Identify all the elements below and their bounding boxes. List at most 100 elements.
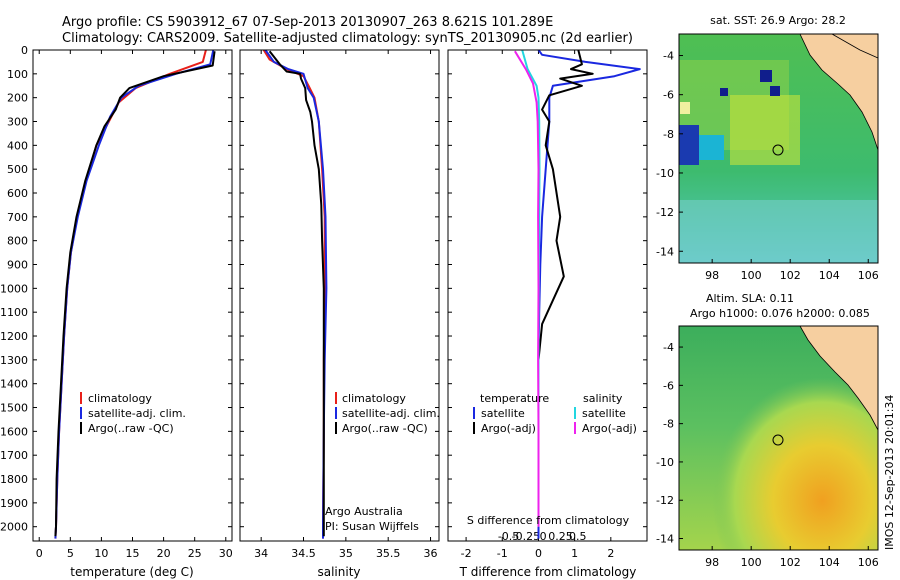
sst-map-panel: sat. SST: 26.9 Argo: 28.2 98 100 102 104 106…	[656, 14, 879, 282]
temp-grid-ticks: 0100200300400500600700800900100011001200…	[0, 44, 233, 560]
y-tick-label: 1700	[0, 449, 28, 462]
series-satellite-adj-clim-	[264, 49, 328, 539]
s-tick-label: -0.5	[498, 530, 519, 543]
diff-legend-t-sat: satellite	[481, 407, 525, 420]
diff-xlabel: T difference from climatology	[459, 565, 637, 579]
map-x-tick-label: 102	[780, 269, 801, 282]
map-x-tick-label: 98	[705, 556, 719, 569]
y-tick-label: 300	[7, 116, 28, 129]
map-y-tick-label: -14	[656, 245, 674, 258]
sal-legend: climatology satellite-adj. clim. Argo(..…	[335, 392, 440, 435]
sla-map-panel: Altim. SLA: 0.11 Argo h1000: 0.076 h2000…	[656, 292, 879, 569]
x-tick-label: 35	[339, 547, 353, 560]
sst-cloud-block-4	[770, 86, 780, 96]
y-tick-label: 1500	[0, 402, 28, 415]
map-y-tick-label: -10	[656, 167, 674, 180]
y-tick-label: 1000	[0, 282, 28, 295]
series-t-argo-adj-	[537, 49, 594, 527]
temp-xlabel: temperature (deg C)	[70, 565, 193, 579]
x-tick-label: -1	[497, 547, 508, 560]
y-tick-label: 600	[7, 187, 28, 200]
map-x-tick-label: 106	[858, 269, 879, 282]
x-tick-label: 36	[424, 547, 438, 560]
sla-map-frame	[678, 325, 879, 551]
sst-map-ticks: 98 100 102 104 106 -4 -6 -8 -10 -12 -14	[656, 50, 879, 282]
diff-legend: temperature salinity satellite Argo(-adj…	[473, 392, 637, 435]
temp-legend-argo: Argo(..raw -QC)	[88, 422, 174, 435]
sal-legend-argo: Argo(..raw -QC)	[342, 422, 428, 435]
diff-legend-s-sat: satellite	[582, 407, 626, 420]
map-y-tick-label: -14	[656, 533, 674, 546]
x-tick-label: -2	[461, 547, 472, 560]
map-x-tick-label: 104	[819, 556, 840, 569]
sst-map-title: sat. SST: 26.9 Argo: 28.2	[710, 14, 846, 27]
diff-legend-title-salinity: salinity	[583, 392, 623, 405]
x-tick-label: 35.5	[376, 547, 401, 560]
y-tick-label: 200	[7, 92, 28, 105]
diff-toplabel: S difference from climatology	[467, 514, 630, 527]
map-y-tick-label: -12	[656, 206, 674, 219]
map-x-tick-label: 100	[741, 556, 762, 569]
x-tick-label: 0	[36, 547, 43, 560]
y-tick-label: 1900	[0, 497, 28, 510]
sst-cloud-block-6	[720, 88, 728, 96]
map-y-tick-label: -8	[663, 418, 674, 431]
temperature-panel: 0100200300400500600700800900100011001200…	[0, 44, 233, 579]
sal-xlabel: salinity	[317, 565, 360, 579]
y-tick-label: 400	[7, 139, 28, 152]
credit-org: Argo Australia	[325, 505, 403, 518]
s-tick-label: 0	[540, 530, 547, 543]
y-tick-label: 1800	[0, 473, 28, 486]
figure-title-line1: Argo profile: CS 5903912_67 07-Sep-2013 …	[62, 15, 553, 30]
sst-cloud-block-2	[699, 135, 724, 160]
x-tick-label: 20	[157, 547, 171, 560]
x-tick-label: 1	[571, 547, 578, 560]
series-argo-raw-qc-	[54, 51, 216, 537]
sal-legend-satellite: satellite-adj. clim.	[342, 407, 440, 420]
x-tick-label: 5	[67, 547, 74, 560]
sst-map-pixels	[679, 60, 878, 263]
diff-axes-frame	[447, 49, 648, 542]
map-x-tick-label: 104	[819, 269, 840, 282]
map-y-tick-label: -8	[663, 128, 674, 141]
series-t-satellite	[537, 49, 641, 539]
diff-legend-title-temperature: temperature	[480, 392, 549, 405]
sst-argo-marker	[772, 144, 784, 156]
figure-title-line2: Climatology: CARS2009. Satellite-adjuste…	[62, 31, 633, 46]
map-x-tick-label: 106	[858, 556, 879, 569]
map-x-tick-label: 102	[780, 556, 801, 569]
footer-stamp: IMOS 12-Sep-2013 20:01:34	[883, 395, 896, 550]
sla-map-title: Altim. SLA: 0.11	[706, 292, 794, 305]
y-tick-label: 2000	[0, 521, 28, 534]
map-y-tick-label: -6	[663, 89, 674, 102]
diff-grid-ticks: -2 -1 0 1 2-0.5-0.25 0 0.250.5	[448, 49, 647, 560]
y-tick-label: 1200	[0, 330, 28, 343]
salinity-panel: 34 34.5 35 35.5 36 salinity climatology sate…	[239, 49, 440, 579]
y-tick-label: 800	[7, 235, 28, 248]
map-y-tick-label: -4	[663, 50, 674, 63]
x-tick-label: 30	[219, 547, 233, 560]
sla-argo-marker	[772, 434, 784, 446]
credit-pi: PI: Susan Wijffels	[325, 520, 419, 533]
temp-axes-frame	[32, 49, 233, 542]
temp-legend-satellite: satellite-adj. clim.	[88, 407, 186, 420]
series-satellite-adj-clim-	[54, 49, 215, 539]
sal-axes-frame	[239, 49, 440, 542]
difference-panel: -2 -1 0 1 2-0.5-0.25 0 0.250.5 T difference fr…	[447, 49, 648, 579]
sst-cloud-block-3	[760, 70, 772, 82]
sla-map-ticks: 98 100 102 104 106 -4 -6 -8 -10 -12 -14	[656, 341, 879, 569]
x-tick-label: 34.5	[291, 547, 316, 560]
y-tick-label: 0	[21, 44, 28, 57]
x-tick-label: 15	[126, 547, 140, 560]
series-climatology	[54, 49, 207, 539]
x-tick-label: 10	[94, 547, 108, 560]
temp-legend: climatology satellite-adj. clim. Argo(..…	[80, 392, 186, 435]
temp-series	[54, 49, 216, 539]
x-tick-label: 25	[188, 547, 202, 560]
y-tick-label: 700	[7, 211, 28, 224]
x-tick-label: 2	[607, 547, 614, 560]
s-tick-label: 0.5	[569, 530, 587, 543]
series-s-argo-adj-	[514, 50, 540, 527]
sal-series	[262, 49, 328, 539]
